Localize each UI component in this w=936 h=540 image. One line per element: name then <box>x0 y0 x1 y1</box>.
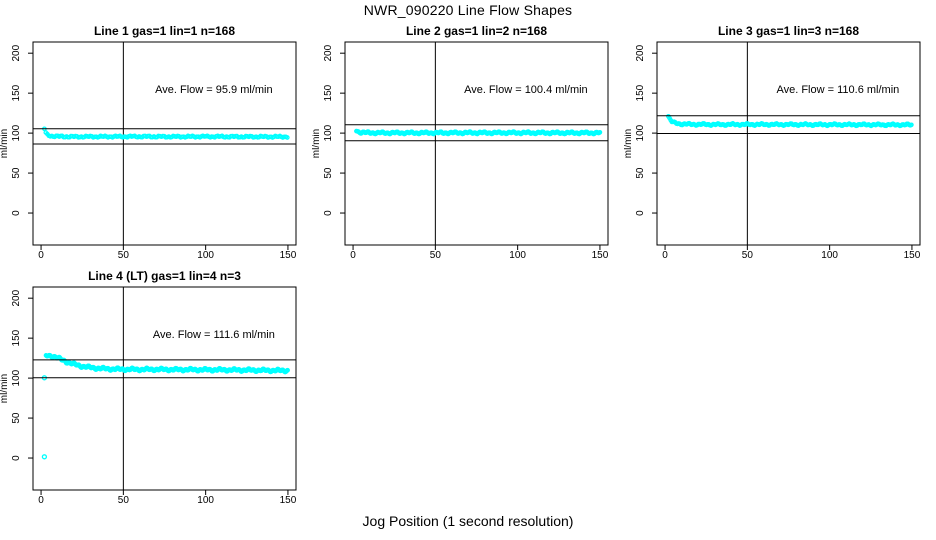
y-axis-title: ml/min <box>624 129 634 158</box>
y-tick-label: 50 <box>635 167 646 179</box>
plot-box <box>32 286 297 491</box>
subplot-line-1: 0 50 100 150 0 50 100 150 200 ml/min Ave. Flow = 9… <box>0 20 312 265</box>
data-series <box>666 113 914 129</box>
subplot-canvas-2: 0 50 100 150 0 50 100 150 200 ml/min Ave. Flow = 1… <box>312 24 609 261</box>
x-tick-label: 50 <box>742 250 754 261</box>
y-tick-label: 100 <box>11 124 22 141</box>
subplot-canvas-3: 0 50 100 150 0 50 100 150 200 ml/min Ave. Flow = 1… <box>624 24 921 261</box>
data-point <box>285 367 290 373</box>
y-axis-title: ml/min <box>0 374 10 403</box>
x-tick-label: 100 <box>197 250 214 261</box>
data-point <box>909 122 914 128</box>
y-tick-label: 100 <box>635 124 646 141</box>
annotation-text: Ave. Flow = 111.6 ml/min <box>153 329 275 341</box>
x-tick-label: 0 <box>38 495 44 506</box>
x-tick-label: 0 <box>662 250 668 261</box>
y-tick-label: 0 <box>11 210 22 216</box>
plot-box <box>344 41 609 246</box>
y-tick-label: 150 <box>11 329 22 346</box>
x-tick-label: 50 <box>118 250 130 261</box>
subplot-canvas-1: 0 50 100 150 0 50 100 150 200 ml/min Ave. Flow = 9… <box>0 24 297 261</box>
x-tick-label: 100 <box>197 495 214 506</box>
y-tick-label: 50 <box>11 167 22 179</box>
y-tick-label: 150 <box>11 84 22 101</box>
y-tick-label: 100 <box>11 369 22 386</box>
data-series <box>41 352 290 460</box>
subplot-line-2: 0 50 100 150 0 50 100 150 200 ml/min Ave. Flow = 1… <box>312 20 624 265</box>
y-tick-label: 150 <box>635 84 646 101</box>
data-point <box>284 135 290 140</box>
x-tick-label: 0 <box>350 250 356 261</box>
x-tick-label: 150 <box>280 250 297 261</box>
subplot-title: Line 1 gas=1 lin=1 n=168 <box>94 24 235 38</box>
x-tick-label: 100 <box>509 250 526 261</box>
x-tick-label: 0 <box>38 250 44 261</box>
y-tick-label: 200 <box>11 44 22 61</box>
x-tick-label: 50 <box>430 250 442 261</box>
y-tick-label: 200 <box>635 44 646 61</box>
x-tick-label: 150 <box>904 250 921 261</box>
plot-box <box>656 41 921 246</box>
subplot-line-3: 0 50 100 150 0 50 100 150 200 ml/min Ave. Flow = 1… <box>624 20 936 265</box>
data-point <box>597 129 603 135</box>
annotation-text: Ave. Flow = 95.9 ml/min <box>155 84 272 96</box>
y-tick-label: 50 <box>11 412 22 424</box>
annotation-text: Ave. Flow = 110.6 ml/min <box>776 84 899 96</box>
y-tick-label: 0 <box>11 455 22 461</box>
x-tick-label: 50 <box>118 495 130 506</box>
y-tick-label: 0 <box>635 210 646 216</box>
y-tick-label: 0 <box>323 210 334 216</box>
data-series <box>42 126 290 140</box>
subplot-canvas-4: 0 50 100 150 0 50 100 150 200 ml/min Ave. Flow = 1… <box>0 269 297 506</box>
y-tick-label: 200 <box>323 44 334 61</box>
x-tick-label: 150 <box>280 495 297 506</box>
annotation-text: Ave. Flow = 100.4 ml/min <box>464 84 588 96</box>
data-series <box>354 128 603 137</box>
subplot-title: Line 4 (LT) gas=1 lin=4 n=3 <box>88 269 241 283</box>
subplot-line-4: 0 50 100 150 0 50 100 150 200 ml/min Ave. Flow = 1… <box>0 265 312 510</box>
subplot-title: Line 3 gas=1 lin=3 n=168 <box>718 24 859 38</box>
x-axis-label: Jog Position (1 second resolution) <box>362 513 574 529</box>
y-tick-label: 50 <box>323 167 334 179</box>
subplot-title: Line 2 gas=1 lin=2 n=168 <box>406 24 547 38</box>
y-axis-title: ml/min <box>0 129 10 158</box>
y-tick-label: 150 <box>323 84 334 101</box>
y-tick-label: 100 <box>323 124 334 141</box>
x-tick-label: 100 <box>821 250 838 261</box>
x-tick-label: 150 <box>592 250 609 261</box>
main-title: NWR_090220 Line Flow Shapes <box>363 2 573 18</box>
plot-box <box>32 41 297 246</box>
outlier-point <box>41 454 48 460</box>
y-tick-label: 200 <box>11 289 22 306</box>
y-axis-title: ml/min <box>312 129 322 158</box>
